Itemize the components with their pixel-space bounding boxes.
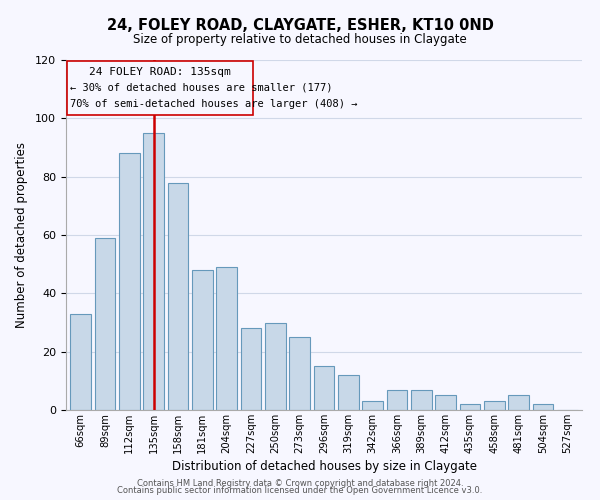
Bar [289, 337, 310, 410]
Text: Contains HM Land Registry data © Crown copyright and database right 2024.: Contains HM Land Registry data © Crown c… [137, 478, 463, 488]
Bar [216, 267, 237, 410]
Y-axis label: Number of detached properties: Number of detached properties [15, 142, 28, 328]
Bar [70, 314, 91, 410]
Text: 24 FOLEY ROAD: 135sqm: 24 FOLEY ROAD: 135sqm [89, 66, 231, 76]
Bar [241, 328, 262, 410]
Bar [508, 396, 529, 410]
Bar [95, 238, 115, 410]
Bar [119, 154, 140, 410]
Bar [192, 270, 212, 410]
Text: Size of property relative to detached houses in Claygate: Size of property relative to detached ho… [133, 32, 467, 46]
Bar [411, 390, 432, 410]
Bar [265, 322, 286, 410]
Bar [362, 401, 383, 410]
Bar [460, 404, 481, 410]
Bar [436, 396, 456, 410]
Bar [314, 366, 334, 410]
Bar [484, 401, 505, 410]
Text: 70% of semi-detached houses are larger (408) →: 70% of semi-detached houses are larger (… [70, 99, 357, 109]
Bar [386, 390, 407, 410]
X-axis label: Distribution of detached houses by size in Claygate: Distribution of detached houses by size … [172, 460, 476, 473]
Bar [167, 182, 188, 410]
Text: ← 30% of detached houses are smaller (177): ← 30% of detached houses are smaller (17… [70, 82, 332, 92]
FancyBboxPatch shape [67, 62, 253, 116]
Bar [143, 133, 164, 410]
Bar [533, 404, 553, 410]
Text: 24, FOLEY ROAD, CLAYGATE, ESHER, KT10 0ND: 24, FOLEY ROAD, CLAYGATE, ESHER, KT10 0N… [107, 18, 493, 32]
Text: Contains public sector information licensed under the Open Government Licence v3: Contains public sector information licen… [118, 486, 482, 495]
Bar [338, 375, 359, 410]
